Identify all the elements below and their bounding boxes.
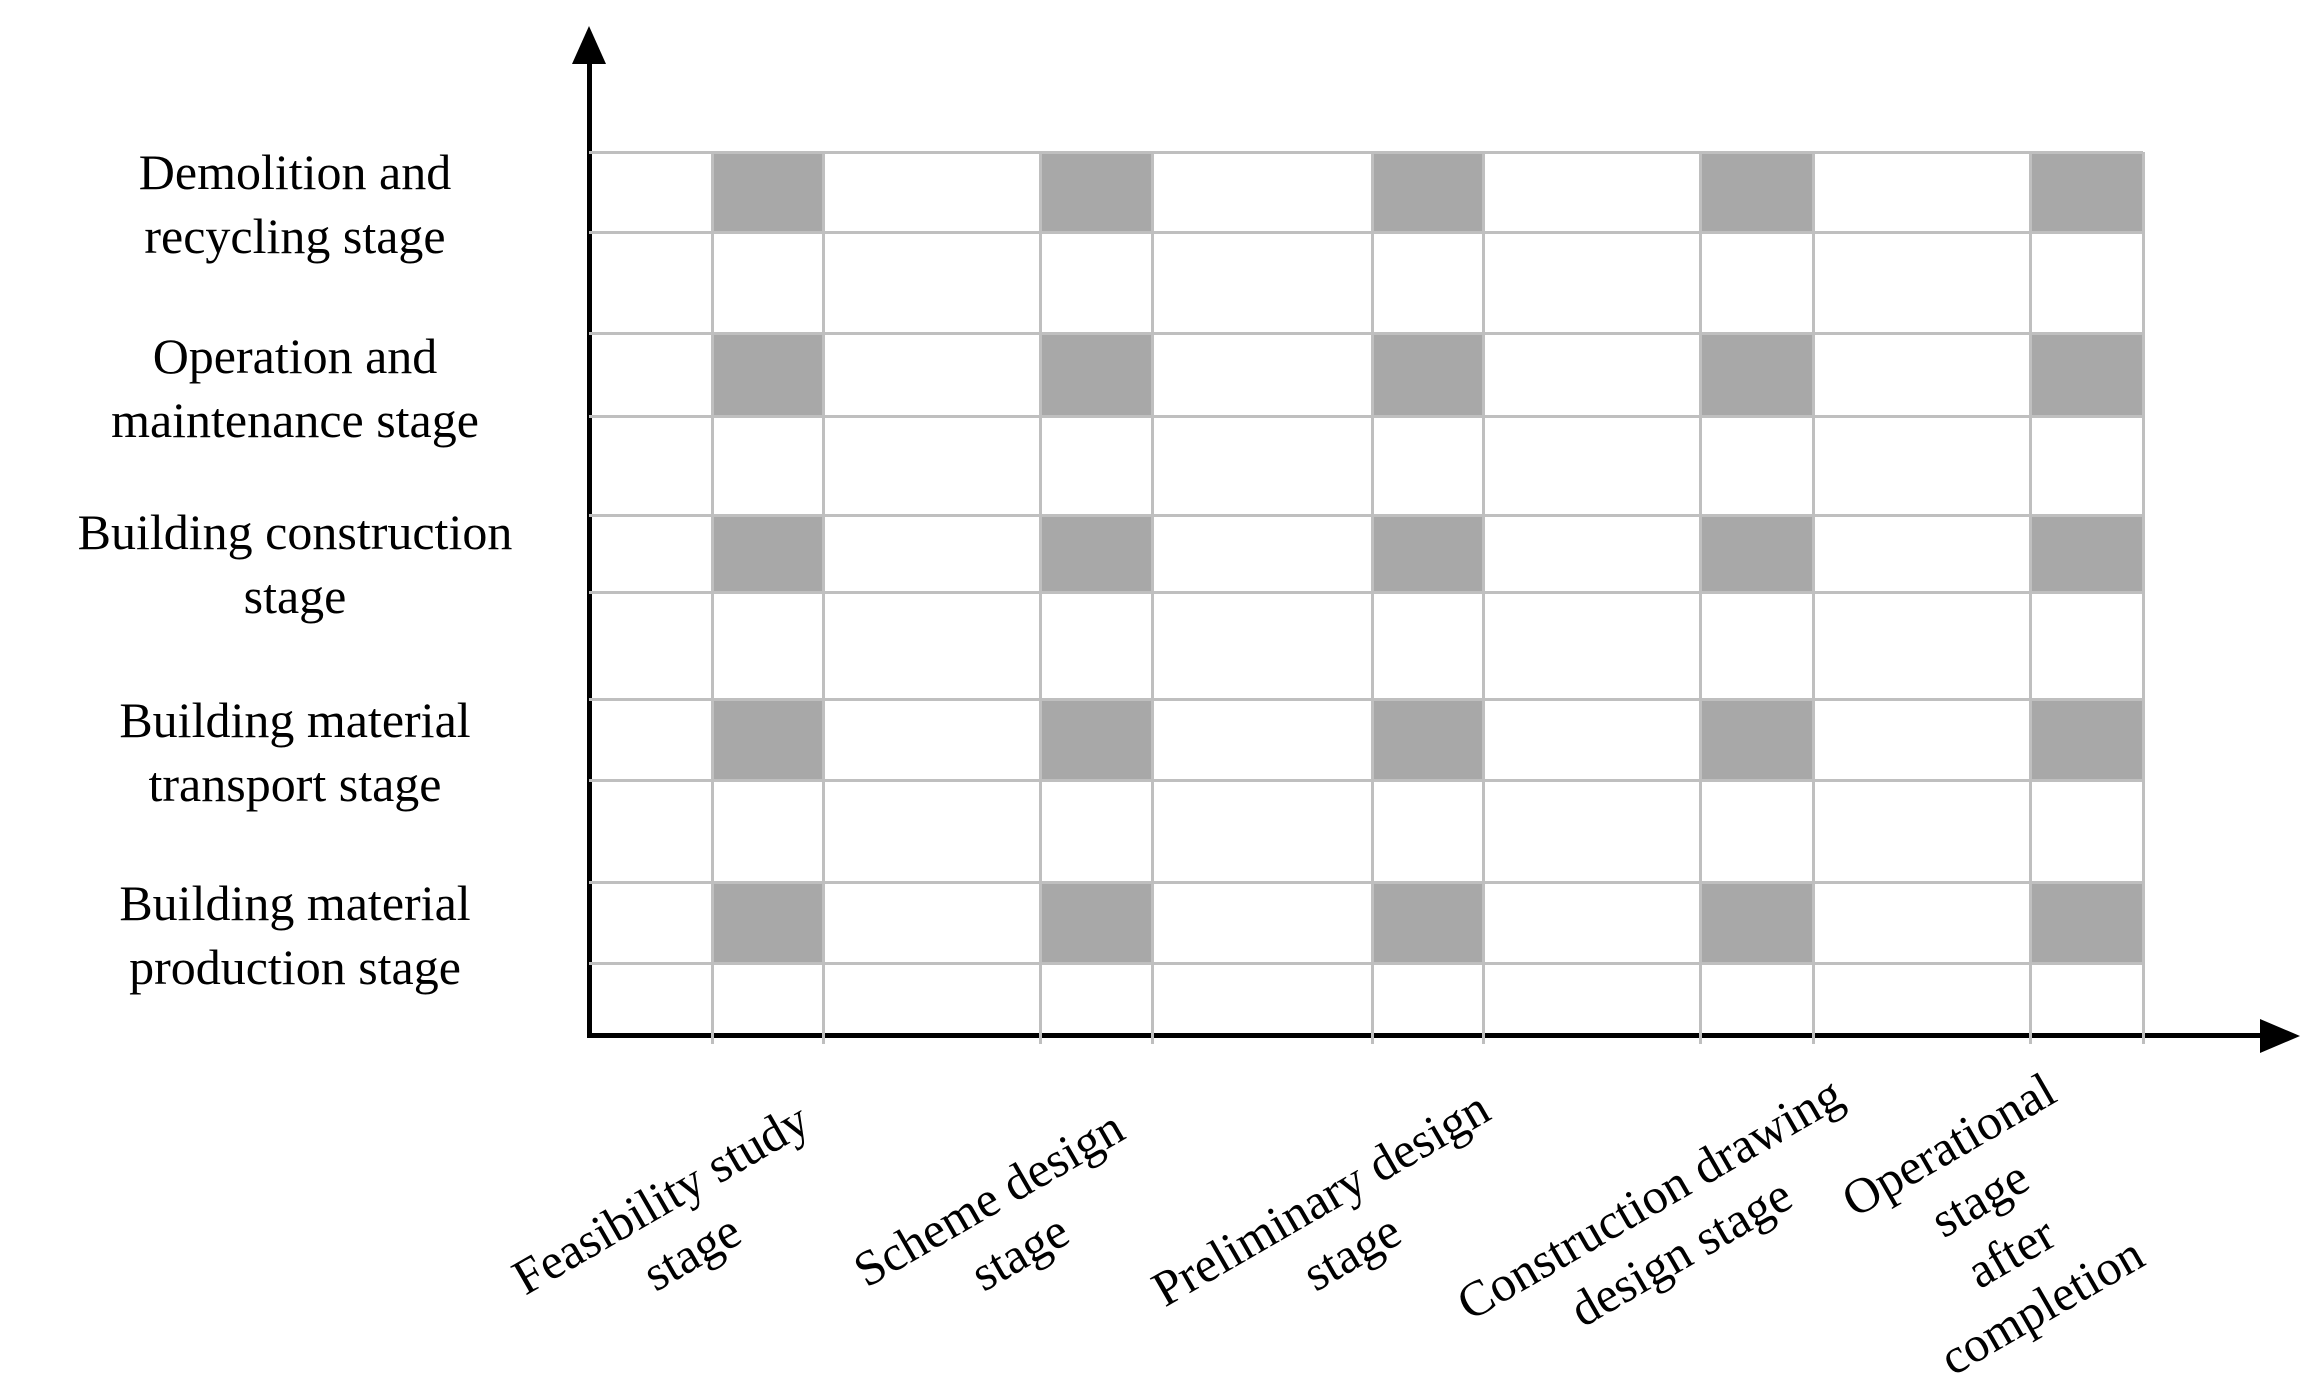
matrix-shaded-cell [1372, 333, 1483, 416]
x-axis-arrowhead-icon [2260, 1019, 2300, 1053]
matrix-shaded-cell [1372, 152, 1483, 232]
horizontal-gridline [589, 332, 2143, 335]
x-axis-label: Feasibility study stage [502, 1090, 818, 1306]
matrix-shaded-cell [1372, 882, 1483, 963]
vertical-gridline [822, 152, 825, 1044]
x-axis-label: Preliminary design stage [1141, 1079, 1499, 1318]
matrix-shaded-cell [712, 152, 823, 232]
horizontal-gridline [589, 779, 2143, 782]
matrix-shaded-cell [1040, 699, 1152, 780]
matrix-shaded-cell [1700, 333, 1813, 416]
matrix-shaded-cell [2030, 333, 2143, 416]
horizontal-gridline [589, 881, 2143, 884]
y-axis-line [587, 50, 592, 1038]
matrix-shaded-cell [1372, 515, 1483, 592]
matrix-shaded-cell [2030, 882, 2143, 963]
horizontal-gridline [589, 231, 2143, 234]
y-axis-label: Demolition and recycling stage [138, 144, 452, 264]
horizontal-gridline [589, 591, 2143, 594]
vertical-gridline [1039, 152, 1042, 1044]
matrix-shaded-cell [712, 882, 823, 963]
matrix-shaded-cell [1040, 515, 1152, 592]
y-axis-arrowhead-icon [572, 26, 606, 64]
x-axis-line [587, 1033, 2270, 1038]
matrix-shaded-cell [1372, 699, 1483, 780]
horizontal-gridline [589, 415, 2143, 418]
matrix-shaded-cell [712, 333, 823, 416]
matrix-shaded-cell [2030, 699, 2143, 780]
matrix-shaded-cell [712, 515, 823, 592]
x-axis-label: Scheme design stage [844, 1098, 1133, 1302]
vertical-gridline [1482, 152, 1485, 1044]
vertical-gridline [1371, 152, 1374, 1044]
matrix-shaded-cell [2030, 515, 2143, 592]
vertical-gridline [1151, 152, 1154, 1044]
horizontal-gridline [589, 151, 2143, 154]
matrix-shaded-cell [1040, 333, 1152, 416]
matrix-shaded-cell [1040, 152, 1152, 232]
matrix-shaded-cell [2030, 152, 2143, 232]
vertical-gridline [1699, 152, 1702, 1044]
vertical-gridline [1812, 152, 1815, 1044]
matrix-shaded-cell [1700, 699, 1813, 780]
horizontal-gridline [589, 514, 2143, 517]
matrix-shaded-cell [1040, 882, 1152, 963]
x-axis-label: Operational stage after completion [1831, 1061, 2153, 1387]
y-axis-label: Building construction stage [77, 504, 513, 624]
y-axis-label: Building material production stage [119, 875, 471, 995]
horizontal-gridline [589, 962, 2143, 965]
matrix-shaded-cell [1700, 515, 1813, 592]
matrix-shaded-cell [712, 699, 823, 780]
horizontal-gridline [589, 698, 2143, 701]
vertical-gridline [2029, 152, 2032, 1044]
vertical-gridline [2142, 152, 2145, 1044]
matrix-shaded-cell [1700, 882, 1813, 963]
matrix-shaded-cell [1700, 152, 1813, 232]
vertical-gridline [711, 152, 714, 1044]
y-axis-label: Building material transport stage [119, 692, 471, 812]
y-axis-label: Operation and maintenance stage [111, 328, 479, 448]
